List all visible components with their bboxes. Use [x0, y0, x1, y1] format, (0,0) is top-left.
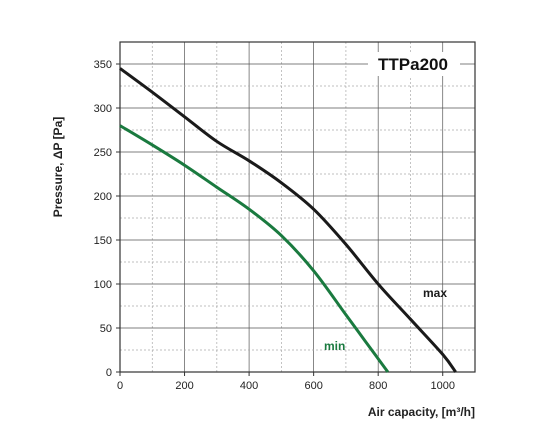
- y-tick-label: 100: [94, 279, 112, 291]
- y-tick-label: 350: [94, 59, 112, 71]
- tick-labels: 0 200 400 600 800 1000 0 50 100 150 200 250 300 350: [94, 59, 455, 392]
- x-tick-label: 400: [240, 380, 258, 392]
- chart-title: TTPa200: [378, 55, 448, 74]
- y-axis-title: Pressure, ΔP [Pa]: [51, 117, 65, 217]
- chart-title-background: [368, 52, 460, 76]
- x-tick-label: 600: [304, 380, 322, 392]
- series-line-max: [119, 67, 457, 373]
- series-line-min: [119, 124, 390, 373]
- x-tick-label: 200: [175, 380, 193, 392]
- series-label-min: min: [324, 339, 345, 353]
- y-tick-label: 150: [94, 235, 112, 247]
- plot-frame: [119, 41, 476, 373]
- y-tick-label: 300: [94, 103, 112, 115]
- series-lines: [119, 67, 457, 373]
- y-tick-label: 250: [94, 147, 112, 159]
- grid: [119, 41, 476, 373]
- y-tick-label: 50: [100, 323, 112, 335]
- y-tick-label: 200: [94, 191, 112, 203]
- x-tick-label: 1000: [430, 380, 454, 392]
- x-axis-title: Air capacity, [m³/h]: [368, 405, 475, 419]
- y-tick-label: 0: [106, 367, 112, 379]
- series-label-max: max: [423, 286, 447, 300]
- x-tick-label: 0: [117, 380, 123, 392]
- x-tick-label: 800: [369, 380, 387, 392]
